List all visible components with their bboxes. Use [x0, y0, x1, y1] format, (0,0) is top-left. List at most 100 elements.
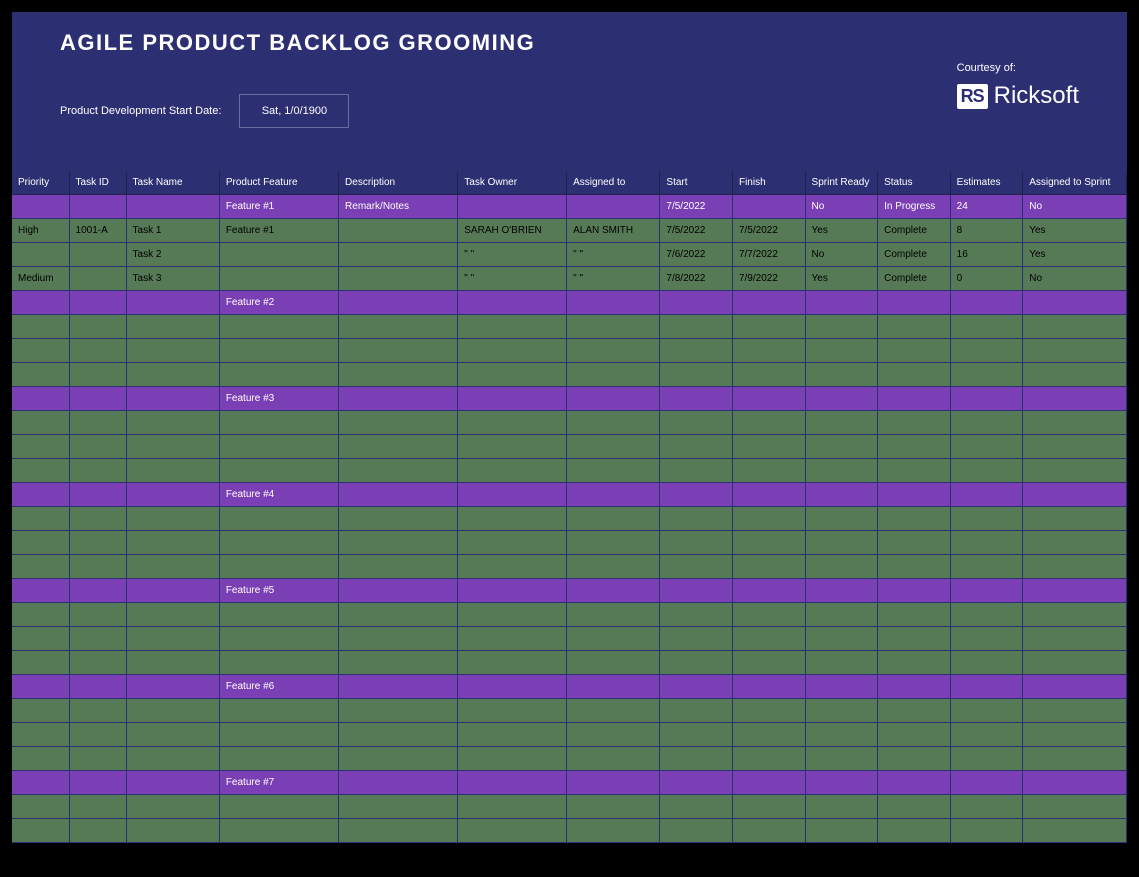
- table-cell[interactable]: [1023, 290, 1127, 314]
- table-cell[interactable]: [339, 554, 458, 578]
- table-cell[interactable]: [219, 602, 338, 626]
- table-cell[interactable]: [660, 650, 733, 674]
- table-cell[interactable]: [458, 386, 567, 410]
- table-cell[interactable]: [69, 458, 126, 482]
- table-cell[interactable]: 24: [950, 194, 1023, 218]
- table-cell[interactable]: [567, 530, 660, 554]
- table-cell[interactable]: [69, 194, 126, 218]
- table-cell[interactable]: [69, 650, 126, 674]
- table-cell[interactable]: SARAH O'BRIEN: [458, 218, 567, 242]
- table-cell[interactable]: [950, 434, 1023, 458]
- table-cell[interactable]: [69, 362, 126, 386]
- table-cell[interactable]: [950, 410, 1023, 434]
- table-cell[interactable]: [950, 818, 1023, 842]
- table-cell[interactable]: [660, 314, 733, 338]
- table-cell[interactable]: [660, 434, 733, 458]
- column-header[interactable]: Estimates: [950, 172, 1023, 194]
- table-cell[interactable]: [878, 818, 951, 842]
- table-cell[interactable]: [732, 458, 805, 482]
- table-cell[interactable]: [339, 362, 458, 386]
- table-cell[interactable]: [1023, 434, 1127, 458]
- table-cell[interactable]: " ": [458, 242, 567, 266]
- column-header[interactable]: Status: [878, 172, 951, 194]
- table-cell[interactable]: [69, 818, 126, 842]
- table-cell[interactable]: [458, 362, 567, 386]
- column-header[interactable]: Finish: [732, 172, 805, 194]
- table-cell[interactable]: [1023, 602, 1127, 626]
- table-cell[interactable]: [950, 482, 1023, 506]
- table-cell[interactable]: [339, 578, 458, 602]
- table-cell[interactable]: [1023, 530, 1127, 554]
- table-cell[interactable]: [732, 434, 805, 458]
- table-cell[interactable]: [458, 722, 567, 746]
- table-cell[interactable]: [12, 770, 69, 794]
- table-cell[interactable]: [1023, 794, 1127, 818]
- table-cell[interactable]: [878, 338, 951, 362]
- table-cell[interactable]: In Progress: [878, 194, 951, 218]
- table-cell[interactable]: [1023, 362, 1127, 386]
- table-cell[interactable]: Complete: [878, 266, 951, 290]
- table-cell[interactable]: [878, 362, 951, 386]
- table-cell[interactable]: Task 1: [126, 218, 219, 242]
- table-cell[interactable]: [12, 626, 69, 650]
- table-cell[interactable]: [339, 626, 458, 650]
- table-cell[interactable]: [1023, 722, 1127, 746]
- table-cell[interactable]: [950, 290, 1023, 314]
- column-header[interactable]: Description: [339, 172, 458, 194]
- table-cell[interactable]: 16: [950, 242, 1023, 266]
- table-cell[interactable]: [567, 362, 660, 386]
- table-cell[interactable]: ALAN SMITH: [567, 218, 660, 242]
- table-cell[interactable]: [950, 386, 1023, 410]
- table-cell[interactable]: [950, 698, 1023, 722]
- table-cell[interactable]: [69, 626, 126, 650]
- table-cell[interactable]: [69, 386, 126, 410]
- table-cell[interactable]: [950, 530, 1023, 554]
- table-cell[interactable]: [126, 482, 219, 506]
- column-header[interactable]: Start: [660, 172, 733, 194]
- table-cell[interactable]: [950, 746, 1023, 770]
- table-cell[interactable]: [567, 386, 660, 410]
- table-cell[interactable]: [950, 362, 1023, 386]
- table-cell[interactable]: [126, 506, 219, 530]
- table-cell[interactable]: [878, 554, 951, 578]
- table-cell[interactable]: [1023, 770, 1127, 794]
- table-cell[interactable]: Complete: [878, 242, 951, 266]
- table-cell[interactable]: [567, 578, 660, 602]
- table-cell[interactable]: Feature #7: [219, 770, 338, 794]
- table-cell[interactable]: [732, 386, 805, 410]
- table-cell[interactable]: [805, 578, 878, 602]
- table-cell[interactable]: Feature #5: [219, 578, 338, 602]
- table-cell[interactable]: [219, 458, 338, 482]
- table-cell[interactable]: [126, 794, 219, 818]
- table-cell[interactable]: [339, 434, 458, 458]
- table-cell[interactable]: [878, 458, 951, 482]
- table-cell[interactable]: [219, 626, 338, 650]
- table-cell[interactable]: [219, 794, 338, 818]
- table-cell[interactable]: [1023, 314, 1127, 338]
- table-cell[interactable]: No: [805, 242, 878, 266]
- table-cell[interactable]: [219, 554, 338, 578]
- table-cell[interactable]: [660, 482, 733, 506]
- table-cell[interactable]: [339, 314, 458, 338]
- table-cell[interactable]: [339, 818, 458, 842]
- table-cell[interactable]: [732, 290, 805, 314]
- table-cell[interactable]: [660, 626, 733, 650]
- table-cell[interactable]: [805, 386, 878, 410]
- table-cell[interactable]: [126, 386, 219, 410]
- table-cell[interactable]: [660, 530, 733, 554]
- table-cell[interactable]: [950, 722, 1023, 746]
- table-cell[interactable]: [126, 458, 219, 482]
- table-cell[interactable]: Feature #6: [219, 674, 338, 698]
- table-cell[interactable]: [805, 530, 878, 554]
- table-cell[interactable]: [458, 314, 567, 338]
- column-header[interactable]: Task Name: [126, 172, 219, 194]
- table-cell[interactable]: [12, 194, 69, 218]
- table-cell[interactable]: [660, 410, 733, 434]
- table-cell[interactable]: [458, 746, 567, 770]
- table-cell[interactable]: [12, 482, 69, 506]
- table-cell[interactable]: [12, 578, 69, 602]
- table-cell[interactable]: [950, 338, 1023, 362]
- table-cell[interactable]: [878, 530, 951, 554]
- table-cell[interactable]: [567, 506, 660, 530]
- table-cell[interactable]: Yes: [1023, 218, 1127, 242]
